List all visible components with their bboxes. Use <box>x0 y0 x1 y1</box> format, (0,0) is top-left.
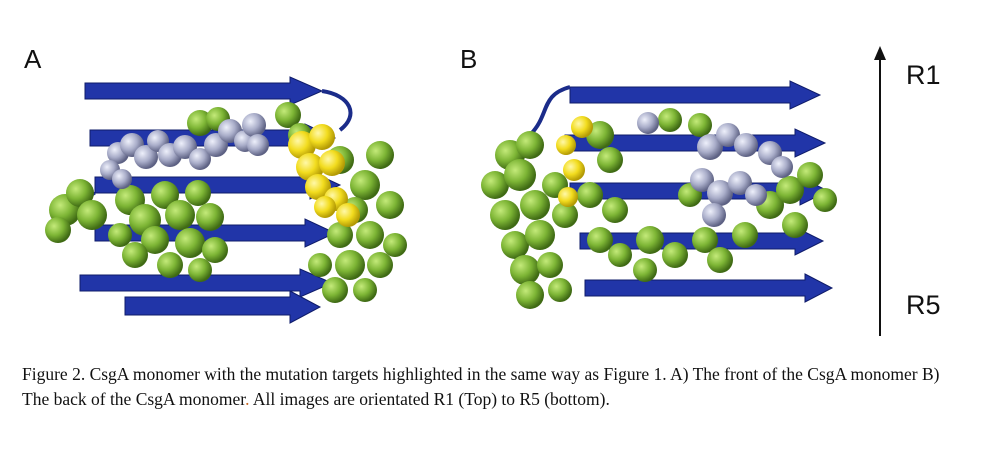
grey-residues <box>637 112 793 227</box>
orientation-arrow <box>874 46 886 336</box>
panel-label-b: B <box>460 44 478 74</box>
panel-label-a: A <box>24 44 42 74</box>
csga-back-figure <box>481 80 837 309</box>
grey-residues <box>100 113 269 189</box>
green-residues <box>481 108 837 309</box>
caption-accent: . <box>245 389 250 409</box>
green-residues <box>45 102 407 303</box>
figure-caption: Figure 2. CsgA monomer with the mutation… <box>22 362 952 412</box>
csga-front-figure <box>45 76 407 324</box>
orientation-bottom-label: R5 <box>906 290 941 320</box>
orientation-top-label: R1 <box>906 60 941 90</box>
yellow-residues <box>556 116 593 207</box>
yellow-residues <box>288 124 360 227</box>
caption-text-1: Figure 2. CsgA monomer with the mutation… <box>22 364 940 409</box>
caption-text-2: All images are orientated R1 (Top) to R5… <box>249 389 610 409</box>
